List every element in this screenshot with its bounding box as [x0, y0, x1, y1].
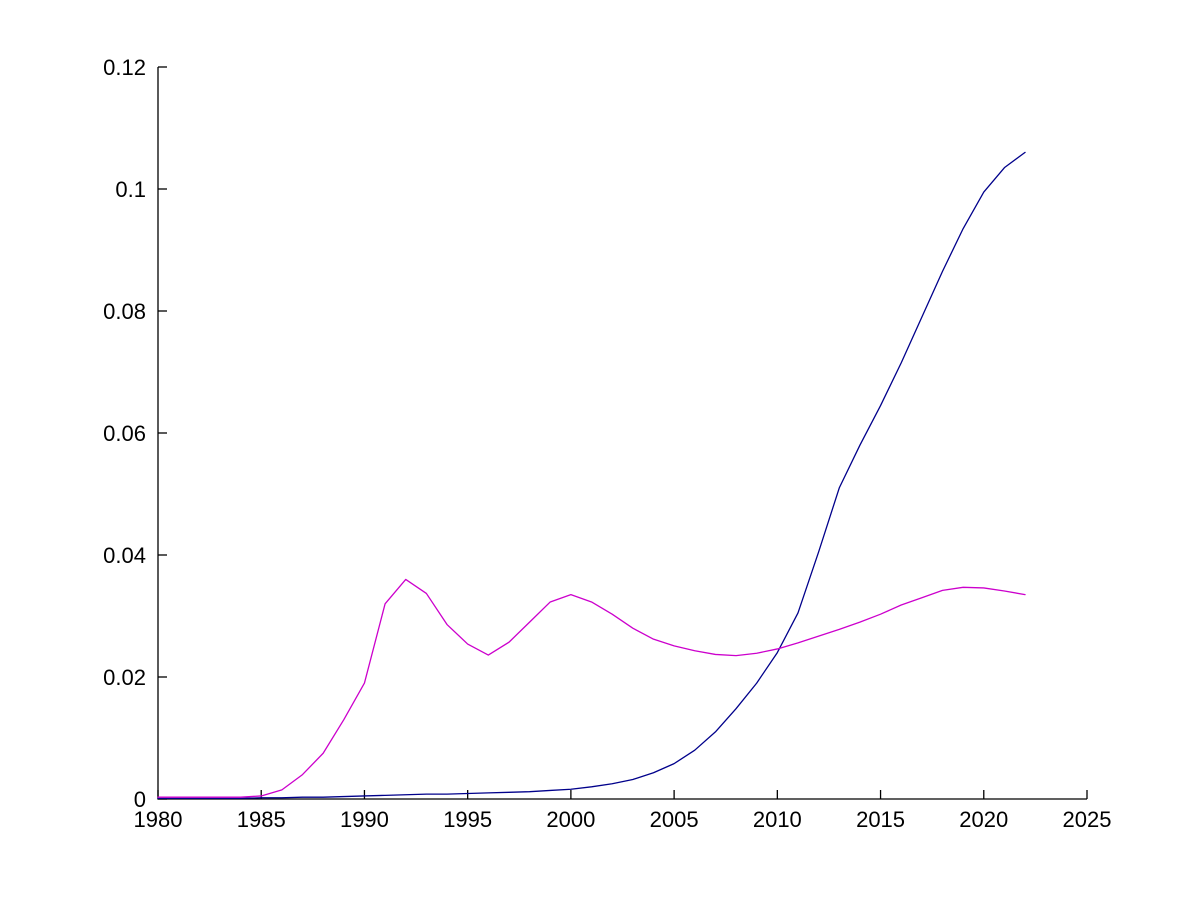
- x-tick-label: 2025: [1063, 807, 1112, 832]
- y-tick-label: 0.12: [103, 55, 146, 80]
- axis-frame: [157, 67, 1087, 800]
- x-tick-label: 2005: [650, 807, 699, 832]
- x-tick-label: 1980: [134, 807, 183, 832]
- x-tick-label: 1985: [237, 807, 286, 832]
- y-tick-label: 0.1: [115, 177, 146, 202]
- magenta-line: [157, 578, 1026, 798]
- y-tick-label: 0.02: [103, 665, 146, 690]
- y-tick-label: 0.04: [103, 543, 146, 568]
- x-tick-label: 2020: [959, 807, 1008, 832]
- x-tick-label: 1990: [340, 807, 389, 832]
- x-tick-label: 2010: [753, 807, 802, 832]
- y-tick-label: 0: [134, 787, 146, 812]
- x-tick-label: 1995: [443, 807, 492, 832]
- dark-blue-line: [157, 151, 1026, 800]
- x-tick-label: 2000: [546, 807, 595, 832]
- y-tick-label: 0.08: [103, 299, 146, 324]
- y-tick-label: 0.06: [103, 421, 146, 446]
- x-tick-label: 2015: [856, 807, 905, 832]
